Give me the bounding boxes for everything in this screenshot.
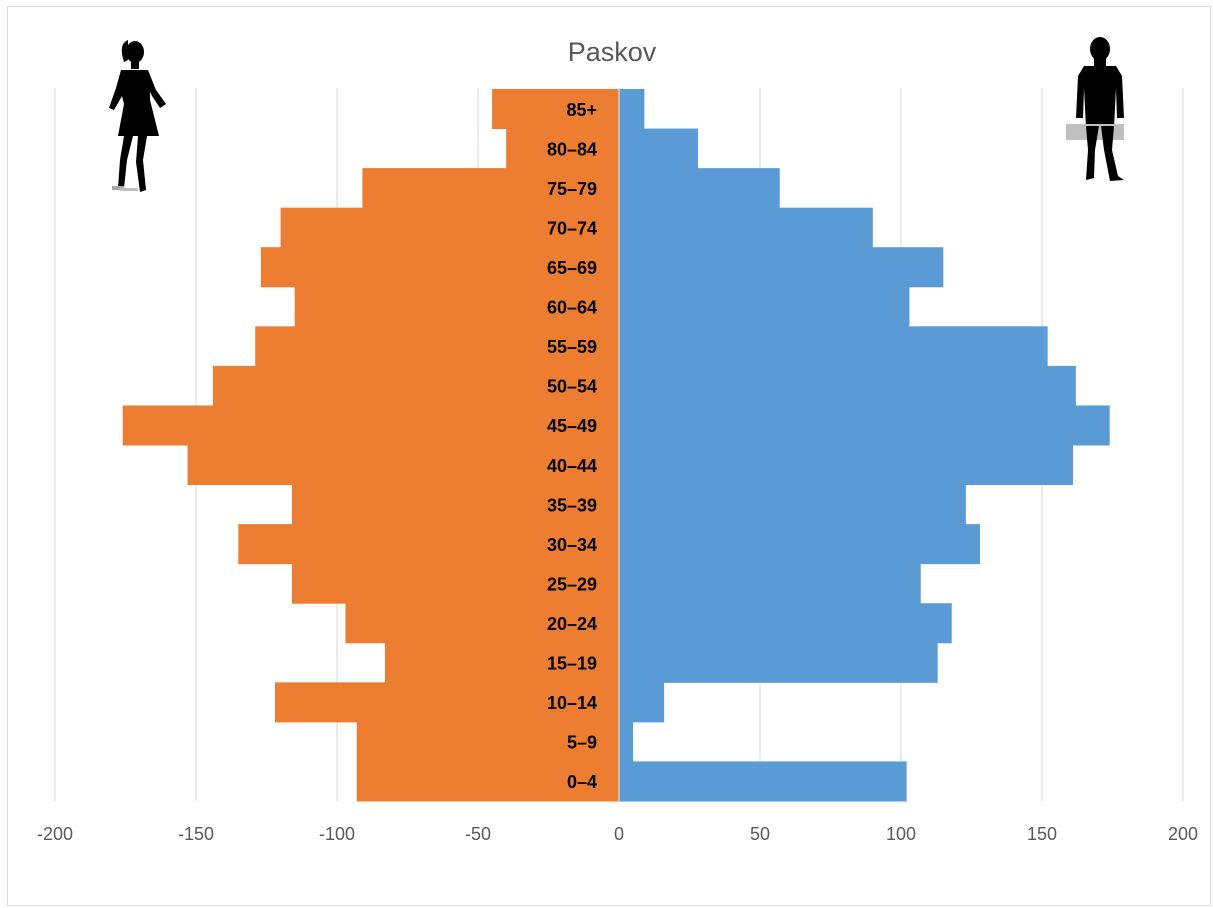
age-group-label: 80–84 xyxy=(547,139,597,159)
age-group-label: 35–39 xyxy=(547,495,597,515)
left-bar-30–34 xyxy=(238,524,620,565)
right-bar-75–79 xyxy=(619,168,780,209)
left-bar-60–64 xyxy=(294,286,619,327)
right-bar-65–69 xyxy=(619,247,944,288)
x-tick-label: -100 xyxy=(319,824,355,844)
right-bar-20–24 xyxy=(619,603,952,644)
right-bar-85+ xyxy=(619,89,645,130)
left-bar-10–14 xyxy=(274,682,619,723)
left-bar-35–39 xyxy=(291,484,619,525)
right-bar-10–14 xyxy=(619,682,665,723)
left-bar-0–4 xyxy=(356,761,619,802)
x-tick-label: 0 xyxy=(614,824,624,844)
left-bar-70–74 xyxy=(280,207,619,248)
x-axis-tick-labels: -200 -150 -100 -50 0 50 100 150 200 xyxy=(37,824,1198,844)
x-tick-label: -200 xyxy=(37,824,73,844)
right-bar-15–19 xyxy=(619,642,938,683)
x-tick-label: 50 xyxy=(750,824,770,844)
right-bar-0–4 xyxy=(619,761,907,802)
right-bar-80–84 xyxy=(619,128,698,169)
age-group-label: 70–74 xyxy=(547,218,597,238)
right-bar-35–39 xyxy=(619,484,966,525)
x-tick-label: 100 xyxy=(886,824,916,844)
left-bar-65–69 xyxy=(260,247,619,288)
left-bar-75–79 xyxy=(362,168,619,209)
right-bar-60–64 xyxy=(619,286,910,327)
left-bar-55–59 xyxy=(255,326,619,367)
left-bar-15–19 xyxy=(384,642,619,683)
x-tick-label: 150 xyxy=(1027,824,1057,844)
right-bar-45–49 xyxy=(619,405,1110,446)
age-group-label: 30–34 xyxy=(547,535,597,555)
age-group-label: 20–24 xyxy=(547,614,597,634)
x-tick-label: -50 xyxy=(465,824,491,844)
age-group-label: 85+ xyxy=(566,100,597,120)
age-group-label: 55–59 xyxy=(547,337,597,357)
age-group-label: 65–69 xyxy=(547,258,597,278)
right-bar-70–74 xyxy=(619,207,873,248)
right-bar-55–59 xyxy=(619,326,1048,367)
man-silhouette-icon xyxy=(1066,37,1124,181)
age-group-label: 5–9 xyxy=(567,733,597,753)
right-bar-30–34 xyxy=(619,524,980,565)
age-group-label: 15–19 xyxy=(547,654,597,674)
age-group-label: 75–79 xyxy=(547,179,597,199)
left-bar-50–54 xyxy=(212,365,620,406)
woman-silhouette-icon xyxy=(109,40,166,192)
age-group-label: 0–4 xyxy=(567,772,597,792)
left-bar-85+ xyxy=(492,89,619,130)
x-tick-label: 200 xyxy=(1168,824,1198,844)
right-bar-5–9 xyxy=(619,721,634,762)
age-group-label: 25–29 xyxy=(547,574,597,594)
right-bar-40–44 xyxy=(619,445,1074,486)
left-bar-5–9 xyxy=(356,721,619,762)
left-bar-25–29 xyxy=(291,563,619,604)
age-labels: 0–4 5–9 10–14 15–19 20–24 25–29 30–34 35–39 40–4… xyxy=(547,100,597,792)
age-group-label: 60–64 xyxy=(547,298,597,318)
x-tick-label: -150 xyxy=(178,824,214,844)
bars xyxy=(122,89,1110,802)
left-bar-20–24 xyxy=(345,603,619,644)
age-group-label: 40–44 xyxy=(547,456,597,476)
right-bar-25–29 xyxy=(619,563,921,604)
left-bar-45–49 xyxy=(122,405,620,446)
left-bar-40–44 xyxy=(187,445,620,486)
age-group-label: 45–49 xyxy=(547,416,597,436)
age-group-label: 10–14 xyxy=(547,693,597,713)
age-group-label: 50–54 xyxy=(547,377,597,397)
chart-title: Paskov xyxy=(568,37,657,67)
left-bar-80–84 xyxy=(506,128,619,169)
right-bar-50–54 xyxy=(619,365,1076,406)
